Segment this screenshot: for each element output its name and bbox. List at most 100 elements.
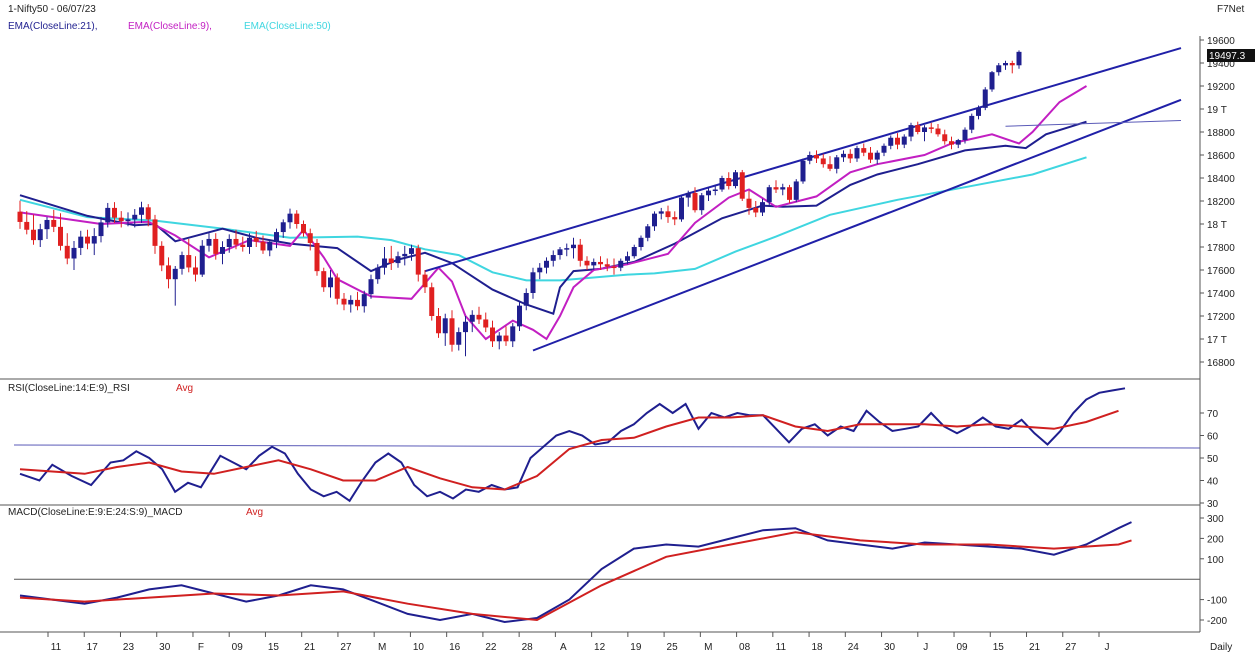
candle <box>388 245 394 270</box>
candle-body <box>220 247 225 254</box>
candle-body <box>159 245 165 266</box>
candle-body <box>436 316 441 334</box>
candle <box>1003 60 1008 70</box>
candle <box>51 209 57 233</box>
candle <box>820 153 826 168</box>
candle <box>382 247 387 275</box>
candle <box>996 63 1002 76</box>
candle-body <box>537 267 543 273</box>
candle-body <box>375 267 381 280</box>
candle <box>267 240 273 257</box>
candle <box>915 121 921 135</box>
time-tick-label: 23 <box>123 642 135 653</box>
chart-title: 1-Nifty50 - 06/07/23 <box>8 4 96 15</box>
pane-frames <box>0 36 1201 633</box>
candle-body <box>328 277 333 288</box>
candle <box>854 145 860 162</box>
time-tick-label: 21 <box>1029 642 1041 653</box>
candle <box>71 241 77 270</box>
candle-body <box>395 256 401 264</box>
candle <box>685 190 691 207</box>
candle <box>881 143 887 157</box>
candle-body <box>409 248 414 254</box>
macd-tick-label: -200 <box>1207 616 1227 627</box>
time-tick-label: F <box>198 642 204 653</box>
candle-body <box>584 260 590 266</box>
candle-body <box>287 213 293 223</box>
candle <box>85 229 90 250</box>
candle <box>145 204 151 227</box>
candle <box>530 267 536 299</box>
candle-body <box>463 321 468 333</box>
time-tick-label: 16 <box>449 642 461 653</box>
candle <box>409 244 414 261</box>
brand-label: F7Net <box>1217 4 1244 15</box>
candle-body <box>530 272 536 293</box>
candle-body <box>37 229 43 241</box>
rsi-tick-label: 30 <box>1207 499 1219 510</box>
rsi-avg-line <box>19 409 1119 491</box>
candle-body <box>827 164 833 169</box>
candle <box>571 237 576 259</box>
rsi-title: RSI(CloseLine:14:E:9)_RSI <box>8 383 130 394</box>
candle <box>112 202 117 223</box>
candle-body <box>807 155 813 161</box>
candle <box>604 258 610 272</box>
time-tick-label: 27 <box>1065 642 1077 653</box>
candle <box>800 158 806 184</box>
candle-body <box>260 241 266 251</box>
candle <box>955 138 961 149</box>
candle <box>436 307 441 338</box>
candle <box>334 273 340 305</box>
candle <box>314 238 320 276</box>
candle-body <box>658 211 664 214</box>
price-tick-label: 18 T <box>1207 220 1227 231</box>
candle-body <box>402 253 408 257</box>
candle-body <box>652 213 657 227</box>
candle <box>982 87 988 111</box>
candle <box>908 122 914 142</box>
candle-body <box>51 219 57 227</box>
candle-body <box>388 258 394 264</box>
candle <box>679 196 684 222</box>
candle <box>780 183 786 196</box>
candle <box>976 105 981 120</box>
candle <box>449 310 455 352</box>
candle <box>179 251 185 275</box>
candle-body <box>199 245 205 275</box>
price-tick-label: 17 T <box>1207 335 1227 346</box>
candle <box>598 256 603 270</box>
candle-body <box>510 326 516 342</box>
candle-body <box>544 260 549 268</box>
time-tick-label: 09 <box>956 642 968 653</box>
candle <box>901 134 907 149</box>
candle-body <box>442 318 448 334</box>
candle <box>591 258 597 270</box>
candle-body <box>1003 63 1008 66</box>
candle <box>98 217 104 243</box>
rsi-tick-label: 60 <box>1207 432 1219 443</box>
candle-body <box>314 242 320 272</box>
candle-body <box>766 187 772 203</box>
candle-body <box>712 189 718 191</box>
candle-body <box>685 192 691 198</box>
candle-body <box>112 207 117 218</box>
rsi-line <box>19 387 1126 503</box>
candle <box>895 133 900 150</box>
candle <box>746 190 752 215</box>
macd-lines <box>19 521 1132 624</box>
time-tick-label: 11 <box>51 642 62 653</box>
candle-body <box>476 314 482 320</box>
candle-body <box>793 181 799 200</box>
candle-body <box>780 187 786 190</box>
candle-body <box>341 298 347 305</box>
price-tick-label: 17800 <box>1207 243 1235 254</box>
candle <box>355 291 360 311</box>
candle-body <box>922 127 927 132</box>
candle-body <box>874 152 880 160</box>
candle-body <box>598 261 603 265</box>
candle <box>118 211 124 228</box>
candle-body <box>989 72 995 90</box>
candle-body <box>429 287 435 316</box>
